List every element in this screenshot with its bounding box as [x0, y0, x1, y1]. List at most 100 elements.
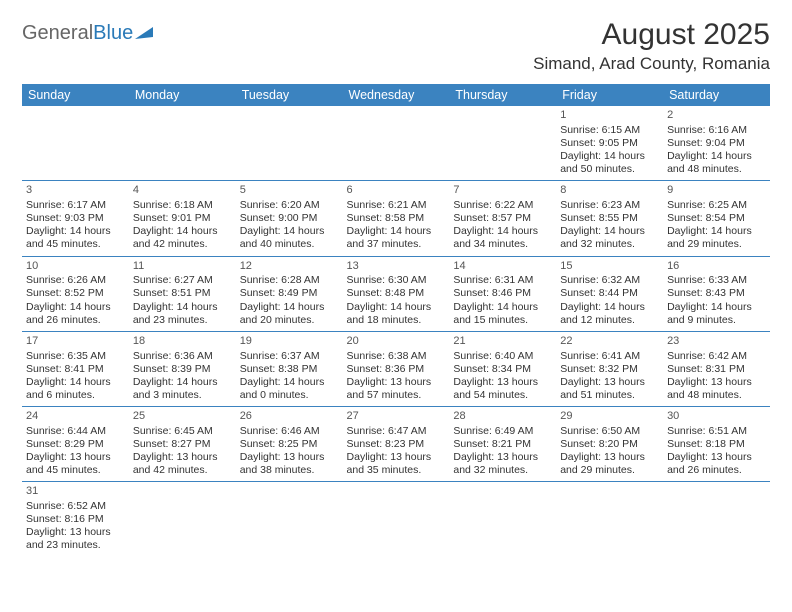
sunset-text: Sunset: 8:55 PM	[560, 212, 659, 225]
calendar-empty	[449, 106, 556, 181]
calendar-empty	[236, 482, 343, 557]
page-title: August 2025	[533, 18, 770, 52]
daylight-text: Daylight: 13 hours and 29 minutes.	[560, 451, 659, 477]
sunset-text: Sunset: 8:39 PM	[133, 363, 232, 376]
sunset-text: Sunset: 9:00 PM	[240, 212, 339, 225]
day-number: 12	[240, 260, 339, 274]
calendar-empty	[663, 482, 770, 557]
day-number: 4	[133, 184, 232, 198]
sunset-text: Sunset: 8:51 PM	[133, 287, 232, 300]
sunset-text: Sunset: 9:04 PM	[667, 137, 766, 150]
daylight-text: Daylight: 14 hours and 40 minutes.	[240, 225, 339, 251]
day-number: 11	[133, 260, 232, 274]
day-header: Friday	[556, 84, 663, 106]
calendar-day: 7Sunrise: 6:22 AMSunset: 8:57 PMDaylight…	[449, 181, 556, 256]
calendar-day: 10Sunrise: 6:26 AMSunset: 8:52 PMDayligh…	[22, 256, 129, 331]
daylight-text: Daylight: 14 hours and 29 minutes.	[667, 225, 766, 251]
calendar-empty	[343, 106, 450, 181]
logo-flag-icon	[135, 25, 157, 41]
daylight-text: Daylight: 14 hours and 12 minutes.	[560, 301, 659, 327]
sunset-text: Sunset: 8:38 PM	[240, 363, 339, 376]
sunset-text: Sunset: 8:52 PM	[26, 287, 125, 300]
day-number: 17	[26, 335, 125, 349]
daylight-text: Daylight: 14 hours and 26 minutes.	[26, 301, 125, 327]
daylight-text: Daylight: 14 hours and 18 minutes.	[347, 301, 446, 327]
calendar-day: 9Sunrise: 6:25 AMSunset: 8:54 PMDaylight…	[663, 181, 770, 256]
sunrise-text: Sunrise: 6:33 AM	[667, 274, 766, 287]
sunrise-text: Sunrise: 6:45 AM	[133, 425, 232, 438]
calendar-empty	[129, 106, 236, 181]
daylight-text: Daylight: 14 hours and 6 minutes.	[26, 376, 125, 402]
sunrise-text: Sunrise: 6:20 AM	[240, 199, 339, 212]
day-number: 9	[667, 184, 766, 198]
day-number: 22	[560, 335, 659, 349]
calendar-empty	[343, 482, 450, 557]
calendar-day: 31Sunrise: 6:52 AMSunset: 8:16 PMDayligh…	[22, 482, 129, 557]
sunrise-text: Sunrise: 6:35 AM	[26, 350, 125, 363]
calendar-week: 17Sunrise: 6:35 AMSunset: 8:41 PMDayligh…	[22, 331, 770, 406]
sunrise-text: Sunrise: 6:37 AM	[240, 350, 339, 363]
daylight-text: Daylight: 13 hours and 42 minutes.	[133, 451, 232, 477]
day-number: 7	[453, 184, 552, 198]
calendar-day: 20Sunrise: 6:38 AMSunset: 8:36 PMDayligh…	[343, 331, 450, 406]
day-number: 3	[26, 184, 125, 198]
sunrise-text: Sunrise: 6:52 AM	[26, 500, 125, 513]
day-header-row: SundayMondayTuesdayWednesdayThursdayFrid…	[22, 84, 770, 106]
sunset-text: Sunset: 8:57 PM	[453, 212, 552, 225]
day-number: 19	[240, 335, 339, 349]
calendar-day: 21Sunrise: 6:40 AMSunset: 8:34 PMDayligh…	[449, 331, 556, 406]
sunset-text: Sunset: 8:31 PM	[667, 363, 766, 376]
sunset-text: Sunset: 8:16 PM	[26, 513, 125, 526]
day-header: Saturday	[663, 84, 770, 106]
daylight-text: Daylight: 13 hours and 35 minutes.	[347, 451, 446, 477]
sunset-text: Sunset: 8:34 PM	[453, 363, 552, 376]
sunrise-text: Sunrise: 6:41 AM	[560, 350, 659, 363]
day-number: 15	[560, 260, 659, 274]
calendar-week: 31Sunrise: 6:52 AMSunset: 8:16 PMDayligh…	[22, 482, 770, 557]
calendar-day: 5Sunrise: 6:20 AMSunset: 9:00 PMDaylight…	[236, 181, 343, 256]
sunset-text: Sunset: 8:48 PM	[347, 287, 446, 300]
sunrise-text: Sunrise: 6:28 AM	[240, 274, 339, 287]
calendar-day: 4Sunrise: 6:18 AMSunset: 9:01 PMDaylight…	[129, 181, 236, 256]
sunset-text: Sunset: 8:58 PM	[347, 212, 446, 225]
calendar-day: 30Sunrise: 6:51 AMSunset: 8:18 PMDayligh…	[663, 407, 770, 482]
day-number: 28	[453, 410, 552, 424]
calendar-day: 12Sunrise: 6:28 AMSunset: 8:49 PMDayligh…	[236, 256, 343, 331]
day-header: Wednesday	[343, 84, 450, 106]
calendar-empty	[22, 106, 129, 181]
sunrise-text: Sunrise: 6:30 AM	[347, 274, 446, 287]
calendar-week: 10Sunrise: 6:26 AMSunset: 8:52 PMDayligh…	[22, 256, 770, 331]
day-number: 5	[240, 184, 339, 198]
daylight-text: Daylight: 14 hours and 9 minutes.	[667, 301, 766, 327]
calendar-empty	[129, 482, 236, 557]
calendar-empty	[236, 106, 343, 181]
calendar-day: 11Sunrise: 6:27 AMSunset: 8:51 PMDayligh…	[129, 256, 236, 331]
sunset-text: Sunset: 8:41 PM	[26, 363, 125, 376]
daylight-text: Daylight: 14 hours and 3 minutes.	[133, 376, 232, 402]
sunrise-text: Sunrise: 6:16 AM	[667, 124, 766, 137]
sunrise-text: Sunrise: 6:18 AM	[133, 199, 232, 212]
sunset-text: Sunset: 8:49 PM	[240, 287, 339, 300]
sunrise-text: Sunrise: 6:49 AM	[453, 425, 552, 438]
calendar-week: 1Sunrise: 6:15 AMSunset: 9:05 PMDaylight…	[22, 106, 770, 181]
day-header: Sunday	[22, 84, 129, 106]
calendar-day: 16Sunrise: 6:33 AMSunset: 8:43 PMDayligh…	[663, 256, 770, 331]
daylight-text: Daylight: 14 hours and 42 minutes.	[133, 225, 232, 251]
sunrise-text: Sunrise: 6:17 AM	[26, 199, 125, 212]
daylight-text: Daylight: 13 hours and 54 minutes.	[453, 376, 552, 402]
calendar-day: 13Sunrise: 6:30 AMSunset: 8:48 PMDayligh…	[343, 256, 450, 331]
day-number: 14	[453, 260, 552, 274]
sunrise-text: Sunrise: 6:44 AM	[26, 425, 125, 438]
sunset-text: Sunset: 8:36 PM	[347, 363, 446, 376]
day-number: 6	[347, 184, 446, 198]
calendar-day: 14Sunrise: 6:31 AMSunset: 8:46 PMDayligh…	[449, 256, 556, 331]
sunrise-text: Sunrise: 6:36 AM	[133, 350, 232, 363]
calendar-day: 15Sunrise: 6:32 AMSunset: 8:44 PMDayligh…	[556, 256, 663, 331]
day-number: 29	[560, 410, 659, 424]
day-number: 10	[26, 260, 125, 274]
calendar-day: 29Sunrise: 6:50 AMSunset: 8:20 PMDayligh…	[556, 407, 663, 482]
calendar-day: 25Sunrise: 6:45 AMSunset: 8:27 PMDayligh…	[129, 407, 236, 482]
day-header: Monday	[129, 84, 236, 106]
location-subtitle: Simand, Arad County, Romania	[533, 54, 770, 74]
day-number: 26	[240, 410, 339, 424]
